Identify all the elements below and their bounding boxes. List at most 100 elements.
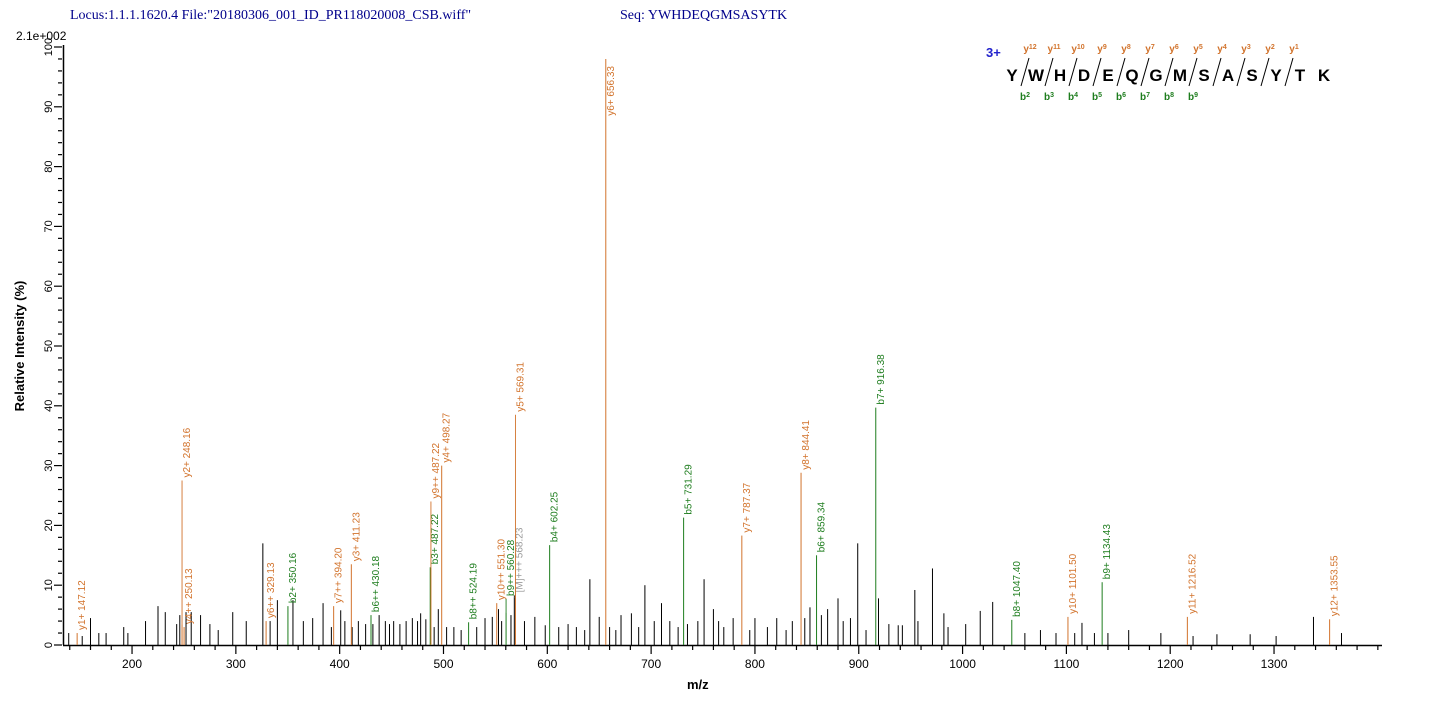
y-ion-label: y7 xyxy=(1145,44,1155,55)
x-tick-label: 800 xyxy=(745,657,765,671)
peak-label: y10+ 1101.50 xyxy=(1068,553,1079,614)
peak-label: y4++ 250.13 xyxy=(184,568,195,624)
peak-label: y2+ 248.16 xyxy=(182,427,193,477)
peak-label: y11+ 1216.52 xyxy=(1187,553,1198,614)
sequence-residue: E xyxy=(1102,66,1113,85)
y-ion-label: y9 xyxy=(1097,44,1107,55)
sequence-residue: A xyxy=(1222,66,1234,85)
sequence-residue: Q xyxy=(1125,66,1138,85)
b-ion-label: b2 xyxy=(1020,92,1030,103)
peak-label: b9+ 1134.43 xyxy=(1102,524,1113,580)
cleavage-mark xyxy=(1212,57,1222,87)
x-tick-label: 700 xyxy=(641,657,661,671)
x-tick-label: 1200 xyxy=(1157,657,1184,671)
sequence-residue: G xyxy=(1149,66,1162,85)
y-tick-label: 20 xyxy=(43,519,55,531)
y-ion-label: y3 xyxy=(1241,44,1251,55)
b-ion-label: b8 xyxy=(1164,92,1174,103)
b-ion-label: b4 xyxy=(1068,92,1078,103)
locus-file-label: Locus:1.1.1.1620.4 File:"20180306_001_ID… xyxy=(70,8,472,23)
peak-label: b3+ 487.22 xyxy=(430,513,441,564)
x-axis-title: m/z xyxy=(687,677,709,692)
sequence-residue: K xyxy=(1318,66,1331,85)
peak-label: b8++ 524.19 xyxy=(469,563,480,620)
sequence-residue: S xyxy=(1246,66,1257,85)
y-tick-label: 50 xyxy=(43,340,55,352)
peak-label: b5+ 731.29 xyxy=(684,464,695,515)
axes xyxy=(62,45,1382,647)
peak-label: y3+ 411.23 xyxy=(351,512,362,561)
peak-label: b6+ 859.34 xyxy=(817,502,828,553)
x-tick-label: 600 xyxy=(537,657,557,671)
peak-label: y7++ 394.20 xyxy=(334,547,345,603)
peak-label: y4+ 498.27 xyxy=(442,412,453,462)
cleavage-mark xyxy=(1260,57,1270,87)
mass-spectrum-plot: 200 300 400 500 600 700 800 900 1000 1100 1200 1300… xyxy=(12,29,1382,692)
peak-label: y9++ 487.22 xyxy=(431,442,442,498)
y-tick-label: 10 xyxy=(43,579,55,591)
y-ion-label: y6 xyxy=(1169,44,1179,55)
x-axis-ticks: 200 300 400 500 600 700 800 900 1000 1100 1200 1300 xyxy=(69,646,1379,671)
y-tick-label: 70 xyxy=(43,220,55,232)
x-tick-label: 400 xyxy=(330,657,350,671)
peak-label: y7+ 787.37 xyxy=(742,482,753,532)
y-ion-label: y1 xyxy=(1289,44,1299,55)
peak-label: b7+ 916.38 xyxy=(876,354,887,405)
y-tick-label: 30 xyxy=(43,459,55,471)
y-ion-label: y5 xyxy=(1193,44,1203,55)
b-ion-label: b3 xyxy=(1044,92,1054,103)
cleavage-mark xyxy=(1044,57,1054,87)
y-ion-label: y10 xyxy=(1071,44,1084,55)
header-bar: Locus:1.1.1.1620.4 File:"20180306_001_ID… xyxy=(0,8,1436,28)
b-ion-label: b6 xyxy=(1116,92,1126,103)
y-tick-label: 90 xyxy=(43,101,55,113)
x-tick-label: 1300 xyxy=(1261,657,1288,671)
sequence-annotation: 3+Y W H D E Q G M S A S Y T Ky12b2y11b3y10b4y9b5y8b6y… xyxy=(986,44,1331,103)
peak-label: y6+ 656.33 xyxy=(606,66,617,116)
peak-label: y12+ 1353.55 xyxy=(1330,555,1341,616)
cleavage-mark xyxy=(1140,57,1150,87)
peak-label: y8+ 844.41 xyxy=(801,420,812,470)
y-tick-label: 0 xyxy=(43,642,55,648)
y-ion-label: y11 xyxy=(1048,44,1061,55)
sequence-residue: S xyxy=(1198,66,1209,85)
peak-label: y1+ 147.12 xyxy=(77,580,88,630)
b-ion-label: b9 xyxy=(1188,92,1198,103)
peak-label: b9++ 560.28 xyxy=(506,539,517,596)
sequence-residue: H xyxy=(1054,66,1066,85)
seq-prefix: Seq: xyxy=(620,8,645,23)
y-tick-label: 60 xyxy=(43,280,55,292)
x-tick-label: 200 xyxy=(122,657,142,671)
sequence-residue: W xyxy=(1028,66,1045,85)
sequence-residue: D xyxy=(1078,66,1090,85)
y-axis-max-label: 2.1e+002 xyxy=(16,29,67,43)
y-ion-label: y8 xyxy=(1121,44,1131,55)
cleavage-mark xyxy=(1188,57,1198,87)
y-axis-title: Relative Intensity (%) xyxy=(12,281,27,412)
seq-value: YWHDEQGMSASYTK xyxy=(647,8,788,23)
peak-label: b6++ 430.18 xyxy=(371,555,382,612)
peak-label: y6++ 329.13 xyxy=(266,562,277,618)
x-tick-label: 1100 xyxy=(1053,657,1079,671)
cleavage-mark xyxy=(1284,57,1294,87)
x-tick-label: 500 xyxy=(433,657,453,671)
cleavage-mark xyxy=(1020,57,1030,87)
y-tick-label: 100 xyxy=(43,38,55,56)
y-axis-ticks: 0 10 20 30 40 50 60 70 80 90 100 xyxy=(43,38,62,648)
b-ion-label: b7 xyxy=(1140,92,1150,103)
cleavage-mark xyxy=(1068,57,1078,87)
y-ion-label: y4 xyxy=(1217,44,1227,55)
x-tick-label: 300 xyxy=(226,657,246,671)
peak-label: y5+ 569.31 xyxy=(515,362,526,412)
y-ion-label: y2 xyxy=(1265,44,1275,55)
y-ion-label: y12 xyxy=(1023,44,1036,55)
precursor-charge-label: 3+ xyxy=(986,45,1001,60)
sequence-residue: T xyxy=(1295,66,1306,85)
cleavage-mark xyxy=(1164,57,1174,87)
peak-label: b4+ 602.25 xyxy=(550,491,561,542)
peak-label: [M]+++ 568.23 xyxy=(514,527,525,592)
b-ion-label: b5 xyxy=(1092,92,1102,103)
peak-label: y10++ 551.30 xyxy=(497,539,508,601)
labeled-peaks: y1+ 147.12 y2+ 248.16 y4++ 250.13 y6++ 329.… xyxy=(76,58,1341,645)
